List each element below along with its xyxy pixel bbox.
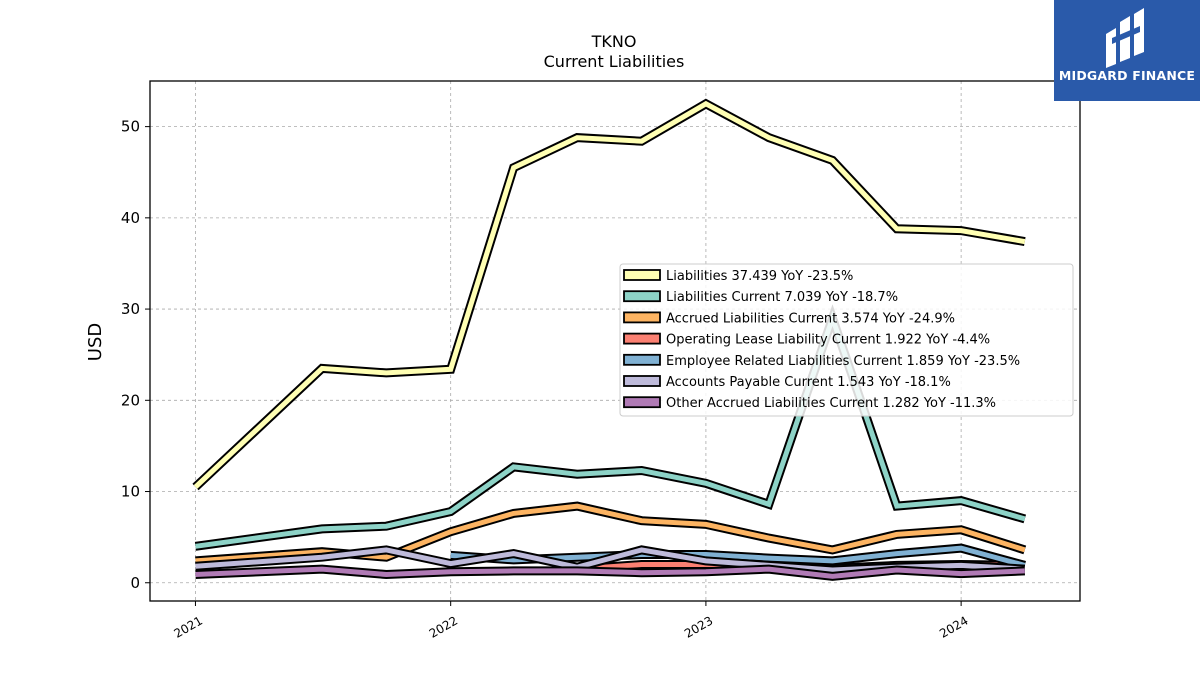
y-tick-label: 0 (130, 574, 140, 592)
legend-swatch (623, 353, 661, 366)
brand-logo: MIDGARD FINANCE (1054, 0, 1200, 101)
legend-swatch (623, 396, 661, 409)
legend-box (619, 263, 1074, 417)
series-line (193, 100, 1026, 489)
y-tick-label: 20 (121, 391, 140, 409)
y-tick-label: 40 (121, 209, 140, 227)
series-line (195, 503, 1026, 564)
x-tick-label: 2021 (171, 613, 204, 640)
y-tick-label: 10 (121, 483, 140, 501)
chart-title: TKNO (591, 32, 637, 51)
midgard-logo-icon (1106, 8, 1144, 68)
legend-swatch (623, 375, 661, 387)
legend-entry: Accrued Liabilities Current 3.574 YoY -2… (666, 311, 955, 326)
series-lines (192, 98, 1027, 581)
series-line (195, 566, 1025, 579)
y-tick-label: 50 (121, 118, 140, 136)
legend-entry: Other Accrued Liabilities Current 1.282 … (666, 396, 996, 411)
chart-subtitle: Current Liabilities (544, 52, 685, 71)
plot-frame (149, 80, 1081, 602)
legend-entry: Liabilities 37.439 YoY -23.5% (666, 269, 853, 284)
legend: Liabilities 37.439 YoY -23.5% Liabilities… (619, 263, 1074, 417)
legend-swatch (623, 332, 661, 345)
y-axis-label: USD (85, 323, 106, 361)
legend-swatch (623, 311, 661, 324)
legend-swatch (623, 269, 661, 281)
y-tick-label: 30 (121, 300, 140, 318)
legend-entry: Operating Lease Liability Current 1.922 … (666, 333, 990, 348)
series-line (195, 310, 1026, 549)
x-tick-label: 2023 (682, 613, 715, 640)
legend-entry: Accounts Payable Current 1.543 YoY -18.1… (666, 375, 951, 390)
x-tick-label: 2022 (427, 613, 460, 640)
y-ticks: 0 10 20 30 40 50 (121, 118, 150, 592)
x-ticks: 2021 2022 2023 2024 (171, 601, 971, 641)
legend-swatch (623, 290, 661, 303)
x-tick-label: 2024 (937, 613, 970, 640)
brand-name: MIDGARD FINANCE (1058, 68, 1196, 83)
legend-entry: Liabilities Current 7.039 YoY -18.7% (666, 290, 898, 305)
legend-entry: Employee Related Liabilities Current 1.8… (666, 354, 1020, 369)
